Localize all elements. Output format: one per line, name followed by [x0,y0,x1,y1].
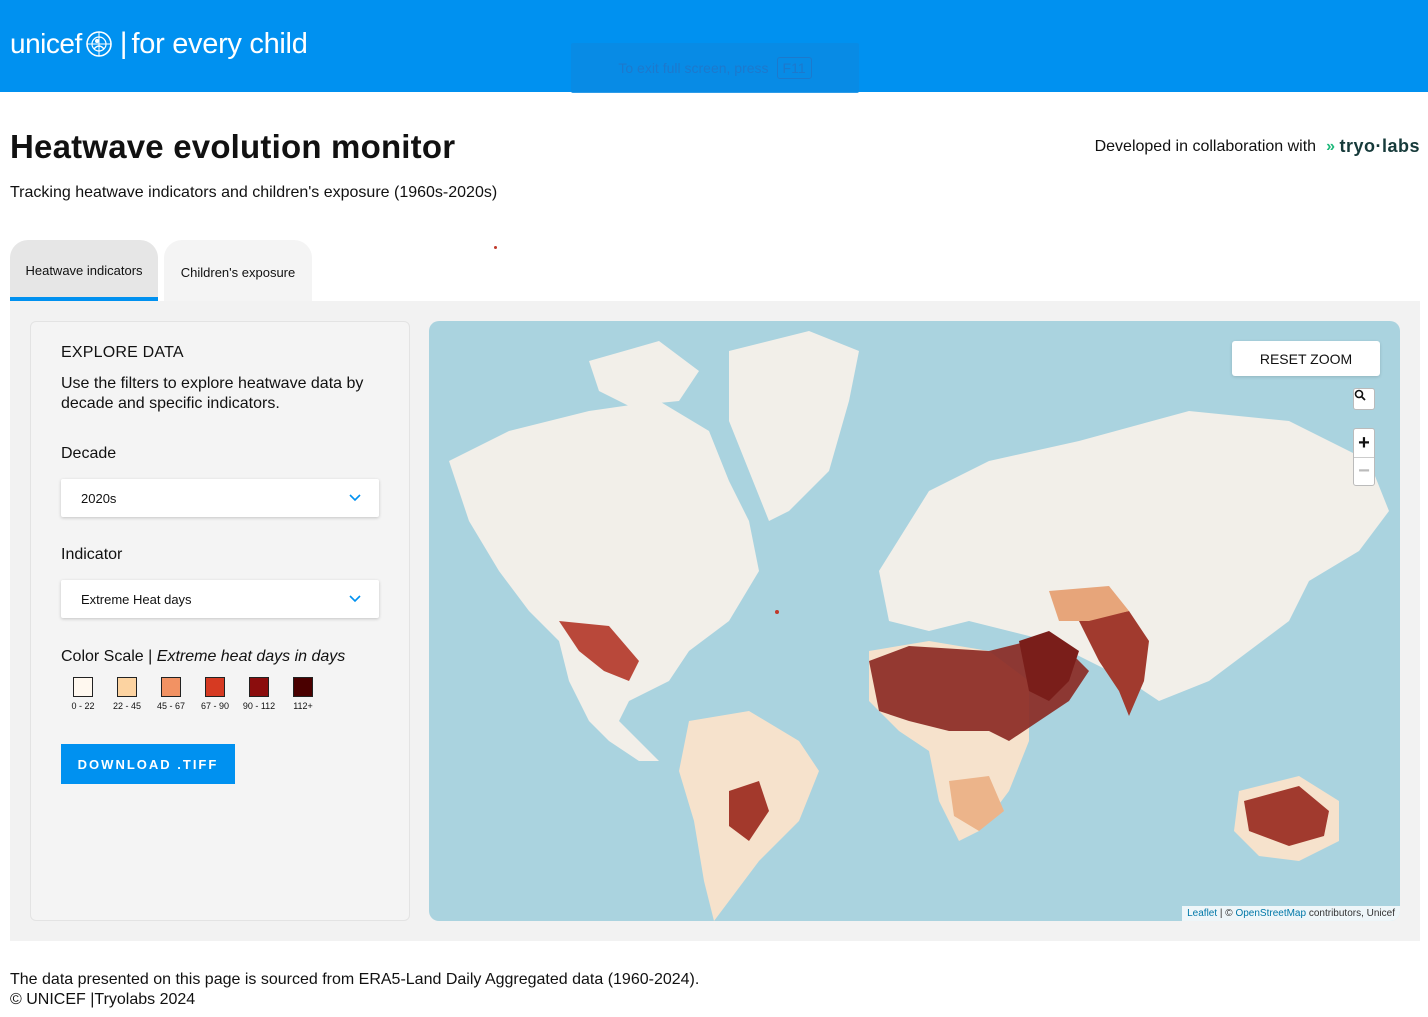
heat-central-asia [1049,586,1129,621]
logo-separator: | [119,27,128,60]
map-attribution: Leaflet | © OpenStreetMap contributors, … [1182,906,1400,921]
legend-swatch [117,677,137,697]
color-scale-legend: 0 - 22 22 - 45 45 - 67 67 - 90 90 - 112 … [61,677,325,711]
reset-zoom-button[interactable]: RESET ZOOM [1232,341,1380,376]
page-footer: The data presented on this page is sourc… [10,970,699,1010]
unicef-emblem-icon [85,31,112,57]
tab-heatwave-indicators[interactable]: Heatwave indicators [10,240,158,301]
color-scale-title: Color Scale | Extreme heat days in days [61,648,345,666]
attribution-contributors: contributors, Unicef [1308,908,1395,919]
attribution-separator: | © [1219,908,1233,919]
main-panel: EXPLORE DATA Use the filters to explore … [10,301,1420,941]
legend-label: 112+ [293,701,313,711]
tryolabs-logo[interactable]: » tryo·labs [1326,136,1420,157]
stray-dot [494,246,497,249]
decade-value: 2020s [81,490,117,506]
page-title: Heatwave evolution monitor [10,128,456,165]
color-scale-label: Color Scale | [61,648,153,665]
legend-item: 67 - 90 [193,677,237,711]
zoom-out-button[interactable]: − [1354,457,1374,485]
indicator-value: Extreme Heat days [81,591,192,607]
map-marker-dot [775,610,779,614]
decade-select[interactable]: 2020s [61,479,379,517]
fullscreen-hint: To exit full screen, press F11 [571,43,859,93]
logo-tagline: for every child [131,27,308,60]
openstreetmap-link[interactable]: OpenStreetMap [1235,908,1307,919]
fullscreen-hint-text: To exit full screen, press [618,60,769,76]
legend-item: 22 - 45 [105,677,149,711]
heat-brazil [729,781,769,841]
heat-south-asia [1079,611,1149,716]
legend-label: 90 - 112 [242,701,276,711]
decade-label: Decade [61,445,117,462]
legend-swatch [293,677,313,697]
legend-label: 22 - 45 [112,701,142,711]
chevron-down-icon [349,494,361,502]
collaboration-credit: Developed in collaboration with » tryo·l… [1095,136,1420,157]
chevron-down-icon [349,595,361,603]
download-tiff-button[interactable]: DOWNLOAD .TIFF [61,744,235,784]
legend-item: 90 - 112 [237,677,281,711]
zoom-control: + − [1353,428,1375,486]
zoom-in-button[interactable]: + [1358,431,1370,454]
legend-swatch [249,677,269,697]
collab-text: Developed in collaboration with [1094,137,1317,155]
legend-swatch [205,677,225,697]
explore-data-description: Use the filters to explore heatwave data… [61,375,364,412]
land-greenland [729,331,859,521]
heat-arabia [1019,631,1079,701]
page-subtitle: Tracking heatwave indicators and childre… [10,184,498,201]
legend-label: 67 - 90 [200,701,230,711]
fullscreen-key: F11 [776,57,812,79]
tryolabs-arrow-icon: » [1326,137,1336,155]
legend-swatch [161,677,181,697]
land-arctic-islands [589,341,699,406]
tab-childrens-exposure[interactable]: Children's exposure [164,240,312,301]
legend-item: 45 - 67 [149,677,193,711]
legend-item: 112+ [281,677,325,711]
logo-brand-text: unicef [10,28,82,59]
indicator-select[interactable]: Extreme Heat days [61,580,379,618]
search-icon [1354,389,1366,401]
legend-item: 0 - 22 [61,677,105,711]
explore-data-heading: EXPLORE DATA [61,344,184,361]
world-map-graphic [449,331,1389,921]
legend-label: 0 - 22 [71,701,95,711]
land-eurasia [879,411,1389,701]
tryolabs-logo-text: tryo·labs [1339,136,1420,156]
heat-southern-africa [949,776,1004,831]
data-source-note: The data presented on this page is sourc… [10,971,700,988]
top-header-bar: unicef | for every child To exit full sc… [0,0,1428,93]
land-north-america [449,401,759,761]
tab-bar: Heatwave indicators Children's exposure [10,240,312,301]
indicator-label: Indicator [61,546,123,563]
color-scale-unit: Extreme heat days in days [156,648,346,665]
legend-swatch [73,677,93,697]
legend-label: 45 - 67 [156,701,186,711]
unicef-logo[interactable]: unicef | for every child [10,26,308,62]
heatwave-map[interactable]: RESET ZOOM + − Leaflet | © OpenStreetMap… [429,321,1400,921]
heat-mexico [559,621,639,681]
leaflet-link[interactable]: Leaflet [1187,908,1218,919]
explore-data-card: EXPLORE DATA Use the filters to explore … [30,321,410,921]
heat-australia [1244,786,1329,846]
copyright-note: © UNICEF |Tryolabs 2024 [10,991,196,1008]
map-search-button[interactable] [1353,388,1375,410]
